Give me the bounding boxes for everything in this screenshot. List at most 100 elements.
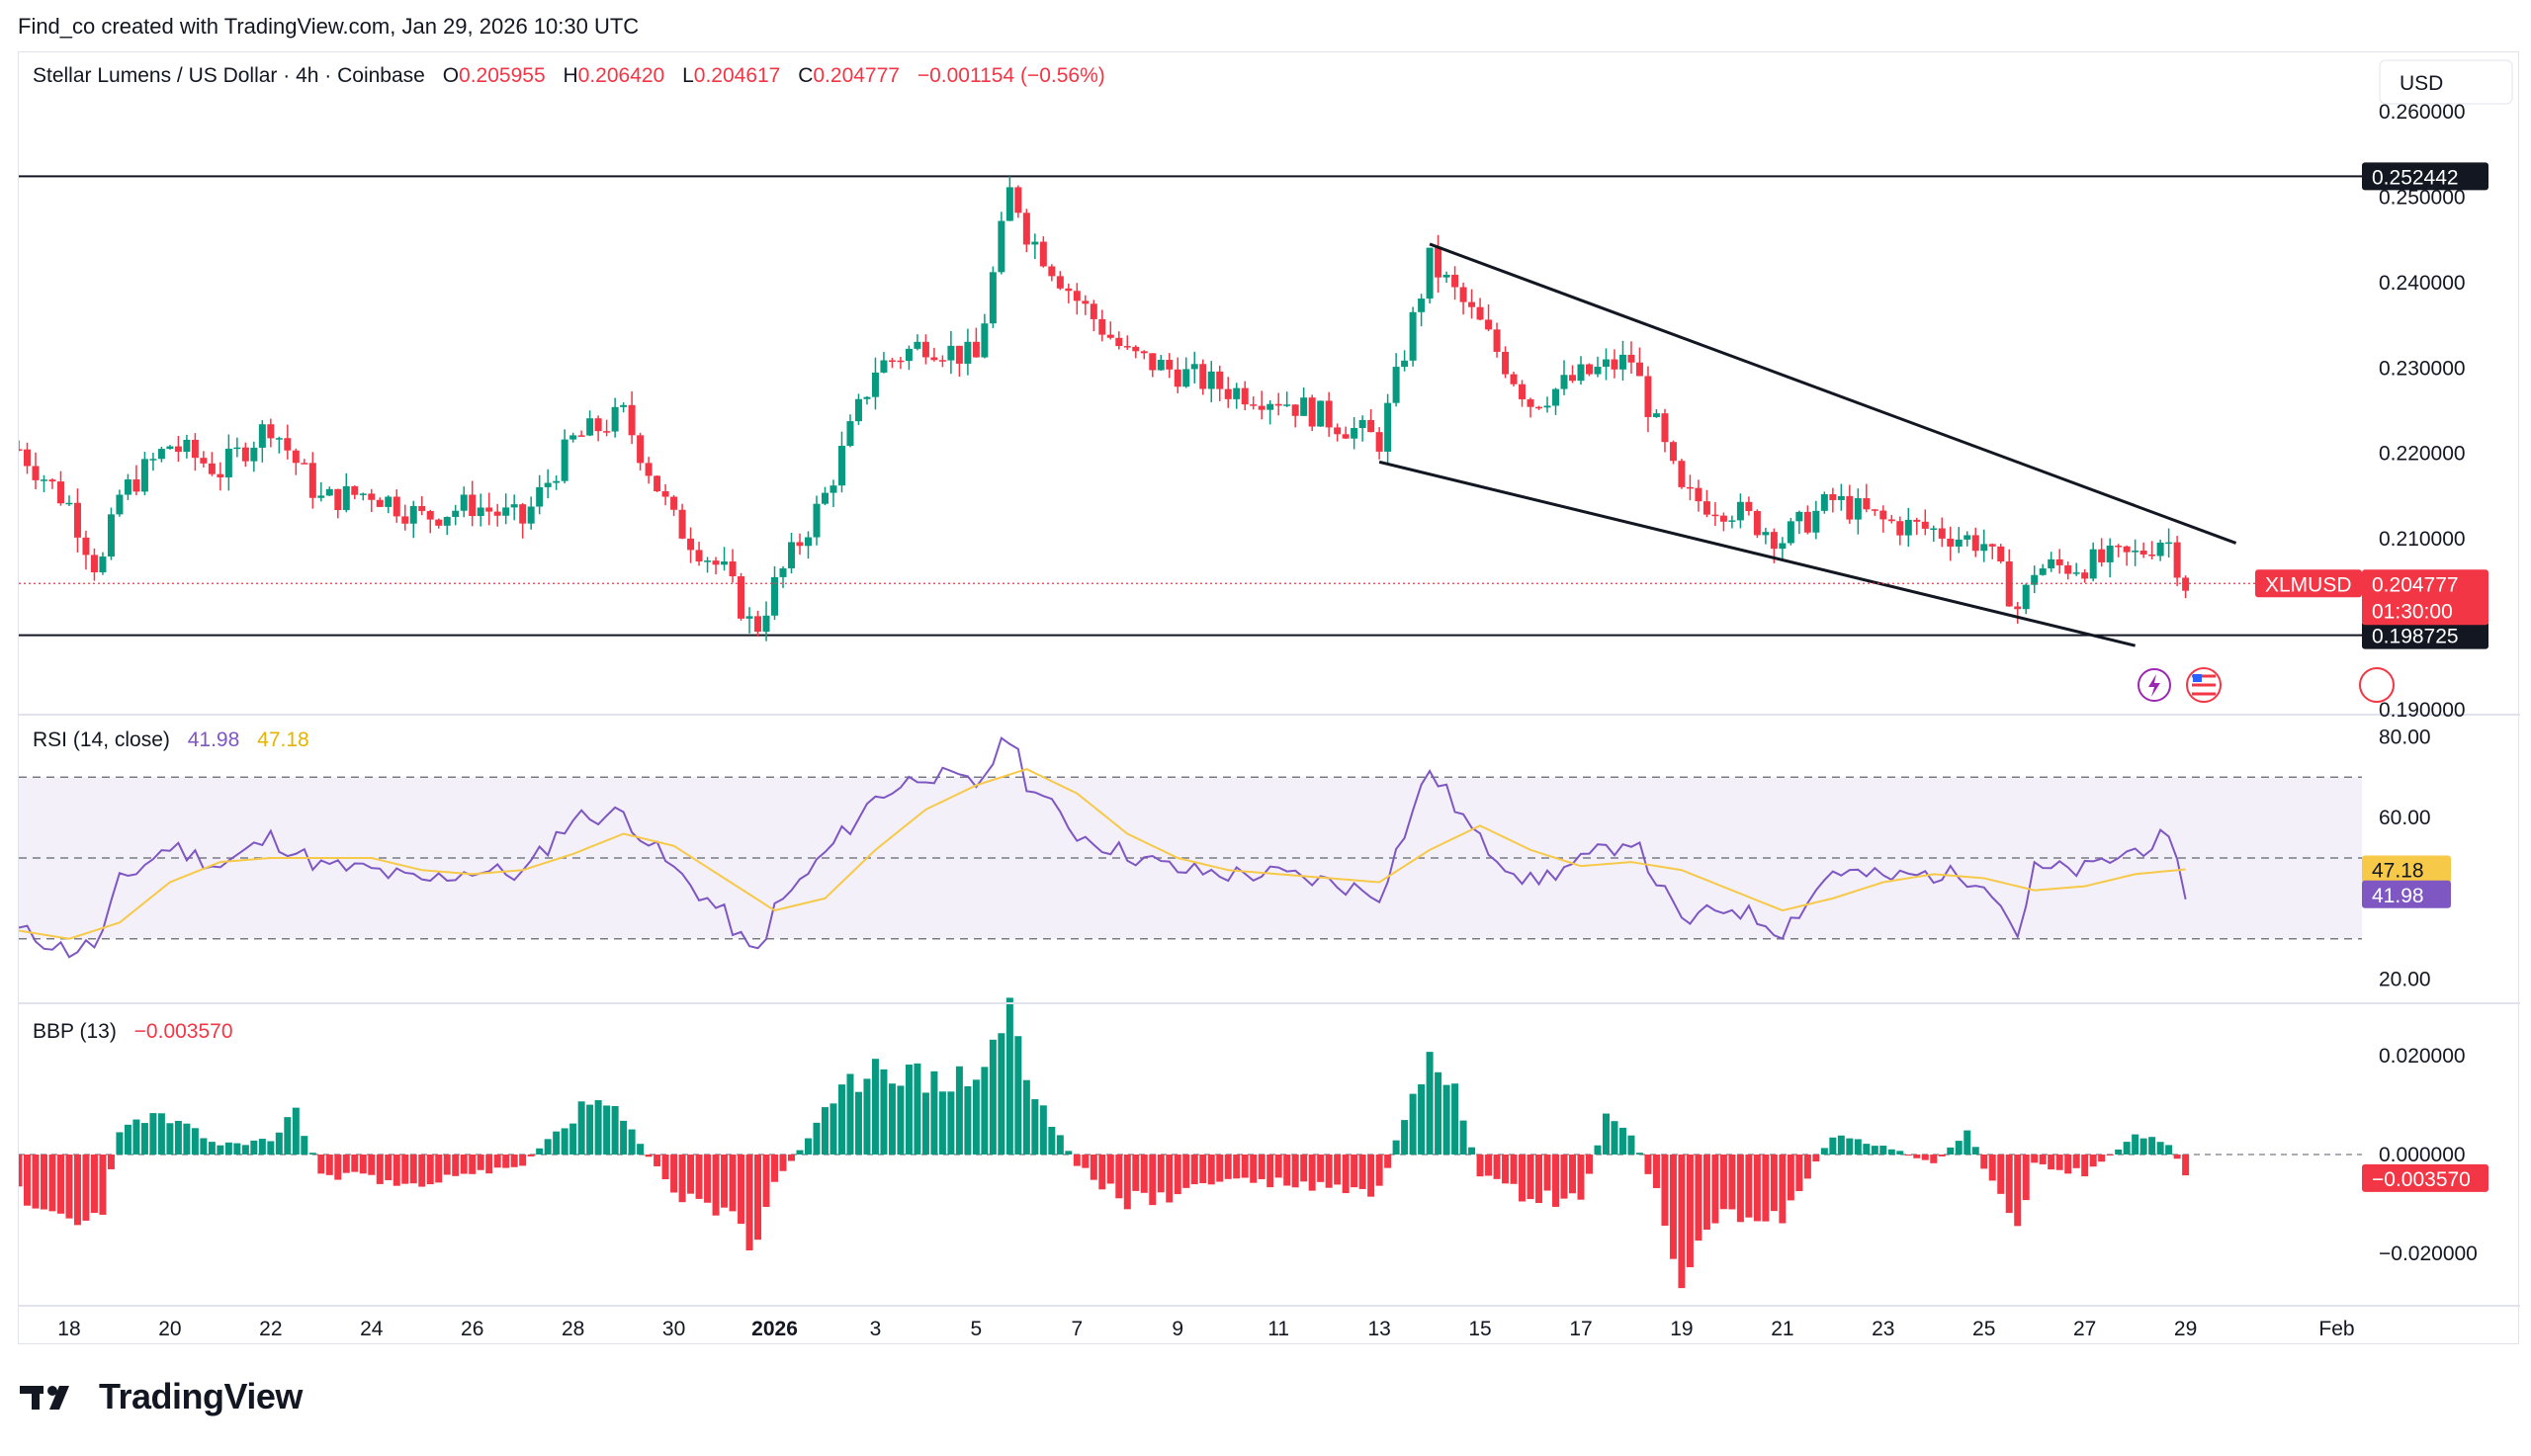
currency-selector[interactable]: USD xyxy=(2379,59,2513,105)
bbp-bar-positive xyxy=(1409,1093,1417,1155)
candle-down xyxy=(519,504,527,524)
candle-down xyxy=(1098,318,1106,335)
bbp-bar-negative xyxy=(1485,1155,1493,1176)
bbp-tag-label: −0.003570 xyxy=(2372,1168,2471,1191)
bbp-tick-label: −0.020000 xyxy=(2379,1242,2478,1265)
candle-up xyxy=(124,479,131,495)
level-price-tag xyxy=(2362,162,2488,191)
candle-up xyxy=(1317,400,1325,427)
candle-up xyxy=(1266,403,1274,410)
chart-credit: Find_co created with TradingView.com, Ja… xyxy=(18,14,640,39)
bbp-tick-label: 0.020000 xyxy=(2379,1045,2466,1068)
candle-up xyxy=(99,556,107,573)
time-tick-label: 9 xyxy=(1172,1318,1183,1340)
bbp-bar-negative xyxy=(1274,1155,1282,1178)
bbp-bar-positive xyxy=(1418,1084,1426,1155)
candle-down xyxy=(2005,561,2013,607)
candle-up xyxy=(325,488,333,496)
bbp-bar-negative xyxy=(745,1155,753,1250)
candle-down xyxy=(1913,519,1921,522)
bbp-bar-negative xyxy=(1317,1155,1325,1182)
price-pane[interactable] xyxy=(19,175,2395,703)
candle-down xyxy=(426,510,434,520)
bbp-bar-positive xyxy=(611,1105,619,1155)
rsi-pane[interactable] xyxy=(19,736,2362,959)
candle-up xyxy=(1233,387,1241,399)
bbp-bar-negative xyxy=(1543,1155,1551,1191)
time-tick-label: 17 xyxy=(1569,1318,1592,1340)
bbp-bar-positive xyxy=(217,1145,224,1155)
candle-down xyxy=(1375,432,1383,452)
candle-down xyxy=(241,447,249,462)
candle-down xyxy=(1971,535,1979,552)
rsi-tick-label: 80.00 xyxy=(2379,726,2431,748)
candle-down xyxy=(90,555,98,573)
bbp-bar-negative xyxy=(1585,1155,1593,1174)
candle-up xyxy=(140,459,148,492)
bbp-bar-positive xyxy=(1468,1147,1476,1155)
bbp-bar-negative xyxy=(1082,1155,1090,1168)
rsi-tag xyxy=(2362,880,2451,908)
candle-down xyxy=(1803,511,1811,533)
bbp-bar-positive xyxy=(1635,1153,1643,1155)
bbp-bar-positive xyxy=(586,1104,594,1155)
candle-up xyxy=(1854,498,1862,520)
candle-down xyxy=(2014,606,2022,610)
bbp-bar-positive xyxy=(553,1131,561,1155)
candle-down xyxy=(695,550,703,562)
candle-up xyxy=(998,220,1005,273)
bbp-bar-positive xyxy=(2148,1137,2156,1155)
bbp-bar-negative xyxy=(1527,1155,1534,1200)
candle-up xyxy=(1618,354,1626,370)
candle-down xyxy=(1988,544,1996,547)
bbp-bar-positive xyxy=(577,1101,585,1155)
bbp-bar-positive xyxy=(1863,1144,1871,1155)
candle-down xyxy=(1048,266,1056,277)
candle-down xyxy=(1702,501,1710,515)
bbp-bar-negative xyxy=(1938,1155,1946,1156)
bbp-value: −0.003570 xyxy=(134,1020,233,1043)
bbp-bar-negative xyxy=(1384,1155,1392,1168)
candle-up xyxy=(1190,364,1198,370)
candle-down xyxy=(2064,564,2072,574)
axes: 0.260000 0.250000 0.240000 0.230000 0.220000… xyxy=(19,101,2520,1340)
candle-down xyxy=(418,505,426,511)
bbp-bar-negative xyxy=(426,1155,434,1185)
candle-down xyxy=(2115,545,2123,548)
bbp-bar-negative xyxy=(670,1155,678,1193)
bbp-bar-negative xyxy=(82,1155,90,1221)
tradingview-logo[interactable]: TradingView xyxy=(20,1376,303,1417)
candle-up xyxy=(2048,558,2055,569)
candle-down xyxy=(1367,419,1375,433)
bbp-bar-negative xyxy=(1132,1155,1140,1191)
bbp-bar-positive xyxy=(1426,1052,1434,1155)
bbp-pane[interactable] xyxy=(19,997,2362,1289)
bbp-bar-negative xyxy=(1719,1155,1727,1210)
bbp-tag xyxy=(2362,1163,2488,1192)
candle-down xyxy=(1056,276,1064,289)
bbp-bar-negative xyxy=(1375,1155,1383,1186)
candle-up xyxy=(1283,404,1291,406)
price-tick-label: 0.250000 xyxy=(2379,186,2466,209)
candle-down xyxy=(401,516,409,524)
candle-down xyxy=(1519,384,1527,399)
chart-canvas[interactable]: 0.260000 0.250000 0.240000 0.230000 0.220000… xyxy=(19,52,2520,1345)
candle-up xyxy=(527,506,535,524)
candle-down xyxy=(32,466,40,480)
bbp-bar-positive xyxy=(1871,1146,1878,1155)
time-tick-label: 29 xyxy=(2174,1318,2197,1340)
candle-down xyxy=(1938,528,1946,539)
candle-up xyxy=(1837,495,1845,500)
candle-up xyxy=(2022,584,2030,610)
candle-down xyxy=(1770,532,1778,550)
bbp-bar-negative xyxy=(107,1155,115,1169)
rsi-line xyxy=(19,736,2187,959)
candle-down xyxy=(1459,287,1467,302)
candle-up xyxy=(1728,520,1736,522)
candle-down xyxy=(1291,404,1299,416)
rsi-ma-value: 47.18 xyxy=(257,728,309,751)
candle-down xyxy=(1224,388,1232,399)
bbp-bar-positive xyxy=(1602,1113,1610,1155)
bbp-bar-negative xyxy=(1669,1155,1677,1259)
candle-up xyxy=(536,486,544,507)
